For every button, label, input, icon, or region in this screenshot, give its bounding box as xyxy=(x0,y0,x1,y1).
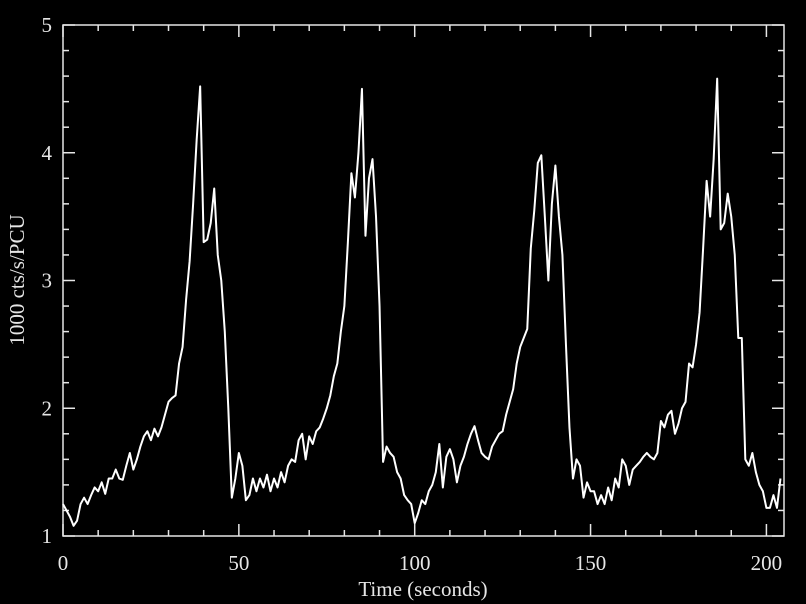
y-tick-label: 3 xyxy=(42,269,53,293)
plot-frame xyxy=(62,24,785,537)
y-tick-label: 2 xyxy=(42,396,53,420)
x-tick-label: 150 xyxy=(575,551,607,575)
y-tick-label: 4 xyxy=(42,141,53,165)
data-line xyxy=(62,77,782,527)
y-axis-label: 1000 cts/s/PCU xyxy=(5,214,29,345)
x-axis-label: Time (seconds) xyxy=(358,577,487,601)
x-tick-label: 0 xyxy=(58,551,69,575)
x-tick-label: 50 xyxy=(228,551,249,575)
y-tick-label: 5 xyxy=(42,13,53,37)
x-tick-label: 100 xyxy=(399,551,431,575)
x-tick-label: 200 xyxy=(751,551,783,575)
y-tick-label: 1 xyxy=(42,524,53,548)
